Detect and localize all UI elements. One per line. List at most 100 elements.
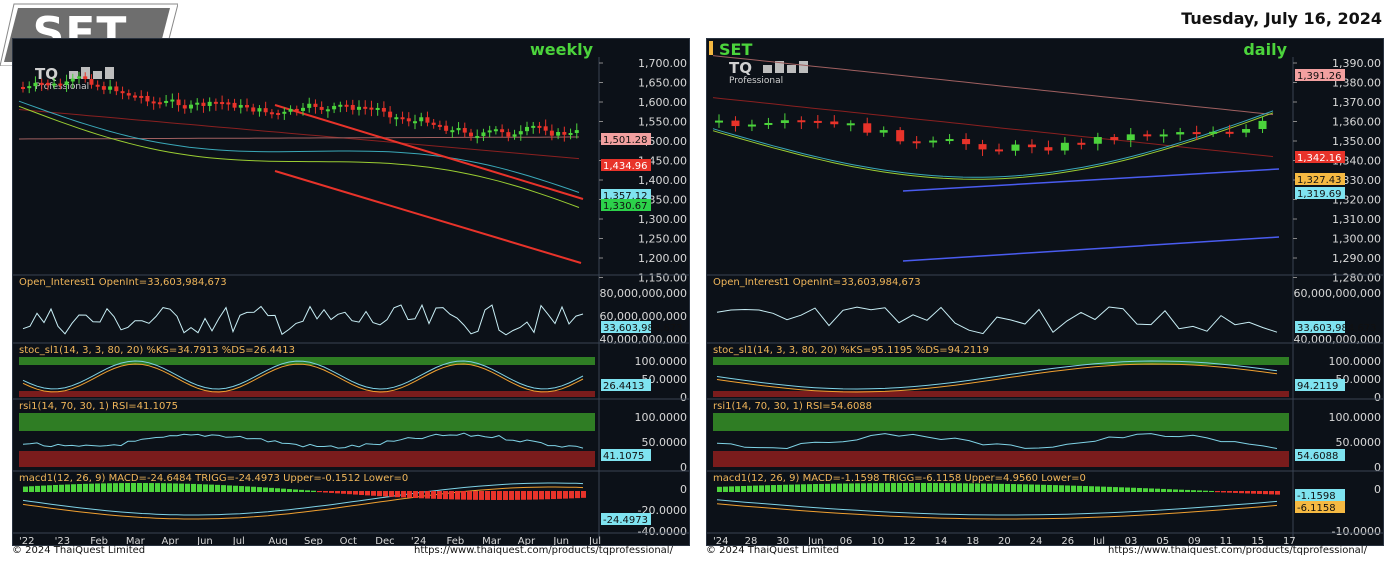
x-axis-label: Feb [447,536,465,546]
macd-histogram-bar [65,484,70,492]
candle-body [1126,134,1135,141]
candle-body [344,104,349,107]
candle-body [307,103,312,108]
url-left[interactable]: https://www.thaiquest.com/products/tqpro… [414,545,673,556]
macd-histogram-bar [801,484,806,492]
rsi-value-tag-bg [1295,449,1345,461]
macd-histogram-bar [569,491,574,499]
weekly-chart-panel[interactable]: 1,700.00 1,650.00 1,600.00 1,550.00 1,500.00… [12,38,690,546]
macd-histogram-bar [389,491,394,497]
candle-body [201,102,206,106]
symbol-label: SET [719,40,752,59]
macd-histogram-bar [1239,491,1244,494]
macd-histogram-bar [95,483,100,492]
x-axis-label: 12 [903,536,916,546]
macd-histogram-bar [1215,491,1220,493]
candle-body [45,82,50,86]
oi-axis-label: 40,000,000,000 [1294,333,1381,346]
macd-histogram-bar [107,483,112,492]
tq-logo-bar [775,61,784,73]
macd-histogram-bar [35,485,40,492]
macd-histogram-bar [831,483,836,492]
candle-body [780,120,789,123]
macd-histogram-bar [1113,487,1118,492]
macd-histogram-bar [867,483,872,492]
candle-body [995,149,1003,152]
candle-body [288,108,293,112]
candle-body [731,120,740,127]
x-axis-label: Mar [126,536,146,546]
macd-histogram-bar [539,491,544,500]
macd-histogram-bar [479,491,484,500]
price-axis-label: 1,390.00 [1332,57,1381,70]
candle-body [512,134,517,137]
macd-histogram-bar [741,485,746,492]
candle-body [257,108,262,112]
macd-histogram-bar [53,484,58,492]
x-axis-label: '24 [713,536,728,546]
daily-chart-panel[interactable]: 1,390.00 1,380.00 1,370.00 1,360.00 1,350.00… [706,38,1384,546]
macd-histogram-bar [281,488,286,492]
moving-average-line [18,136,579,140]
overbought-zone [19,357,595,365]
candle-body [151,101,156,104]
stoch-axis-label: 50.0000 [1336,373,1382,386]
macd-histogram-bar [1263,491,1268,495]
moving-average-line [18,100,580,193]
candle-body [896,130,905,142]
daily-chart-canvas[interactable]: 1,390.001,380.001,370.001,360.001,350.00… [707,39,1384,546]
candle-body [431,122,436,125]
weekly-chart-canvas[interactable]: 1,700.001,650.001,600.001,550.001,500.00… [13,39,690,546]
macd-histogram-bar [167,483,172,492]
macd-histogram-bar [485,491,490,500]
x-axis-label: Jul [232,536,245,546]
candle-body [189,104,193,109]
candle-body [500,129,505,133]
macd-histogram-bar [23,486,28,492]
macd-histogram-bar [533,491,538,500]
price-tag-bg [601,133,651,145]
channel-upper-line [274,104,584,200]
candle-body [549,130,554,136]
stoch-value-tag: 26.4413 [603,381,644,392]
candle-body [456,128,461,131]
stoch-signal-line [22,363,584,393]
x-axis-label: Jun [552,536,569,546]
price-tag: 1,357.12 [603,191,648,202]
x-axis-label: Jun [807,536,824,546]
rsi-value-tag: 41.1075 [603,451,644,462]
macd-signal-line [716,503,1278,520]
candle-body [437,124,442,127]
macd-histogram-bar [515,491,520,500]
stoch-value-tag-bg [1295,379,1345,391]
macd-trigger-tag-bg [1295,501,1345,513]
oi-axis-label: 40,000,000,000 [600,333,687,346]
macd-histogram-bar [825,483,830,492]
macd-histogram-bar [401,491,406,498]
candle-body [89,78,94,85]
candle-body [195,102,200,105]
stoch-axis-label: 100.0000 [1329,355,1382,368]
url-right[interactable]: https://www.thaiquest.com/products/tqpro… [1108,545,1367,556]
stoch-value-tag-bg [601,379,651,391]
candle-body [27,86,32,89]
candle-body [413,121,417,124]
macd-histogram-bar [497,491,502,500]
moving-average-line [712,55,1274,116]
x-axis-label: 05 [1156,536,1169,546]
candle-body [419,117,424,122]
macd-histogram-bar [807,484,812,492]
macd-histogram-bar [849,483,854,492]
candle-body [962,139,971,145]
macd-histogram-bar [1167,489,1172,492]
macd-histogram-bar [1191,490,1196,492]
macd-histogram-bar [945,483,950,492]
macd-histogram-bar [783,484,788,492]
macd-histogram-bar [299,489,304,492]
macd-histogram-bar [873,483,878,492]
x-axis-label: Oct [340,536,357,546]
macd-histogram-bar [1029,484,1034,492]
candle-body [846,123,855,126]
macd-histogram-bar [1107,486,1112,492]
price-tag-bg [1295,173,1345,185]
